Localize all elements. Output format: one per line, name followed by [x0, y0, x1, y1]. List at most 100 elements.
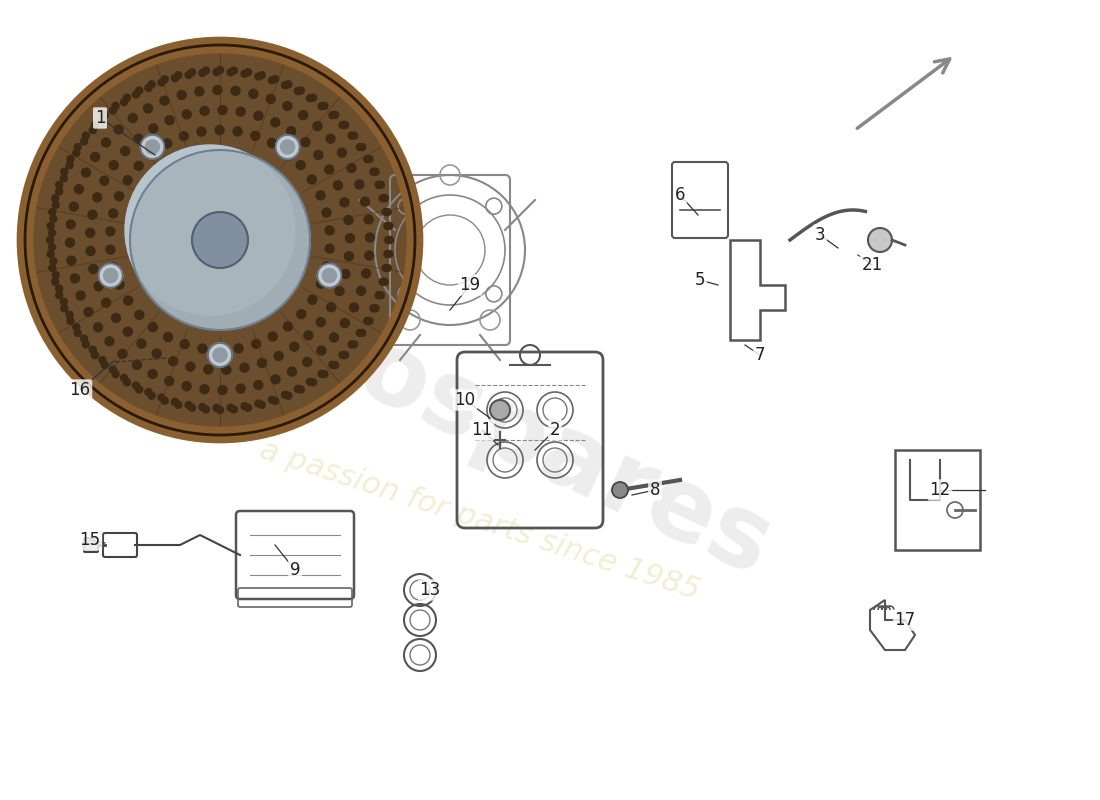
- Circle shape: [114, 192, 123, 201]
- Circle shape: [92, 193, 101, 202]
- Circle shape: [67, 256, 76, 265]
- Circle shape: [148, 81, 155, 88]
- Circle shape: [183, 110, 191, 119]
- Circle shape: [359, 330, 366, 337]
- Circle shape: [145, 85, 152, 91]
- Circle shape: [342, 352, 349, 358]
- Circle shape: [227, 404, 234, 411]
- Circle shape: [138, 339, 146, 348]
- Circle shape: [213, 348, 227, 362]
- Circle shape: [52, 271, 59, 278]
- Circle shape: [90, 153, 100, 162]
- Circle shape: [249, 90, 257, 98]
- Circle shape: [254, 381, 263, 390]
- Circle shape: [214, 126, 224, 134]
- Circle shape: [145, 140, 160, 154]
- Text: 11: 11: [472, 421, 493, 439]
- Circle shape: [60, 305, 68, 312]
- Circle shape: [382, 209, 389, 215]
- Text: 17: 17: [894, 611, 915, 629]
- Circle shape: [336, 286, 344, 296]
- Circle shape: [384, 250, 390, 258]
- Circle shape: [255, 73, 262, 80]
- Circle shape: [370, 305, 377, 312]
- Text: 13: 13: [419, 581, 441, 599]
- Circle shape: [56, 188, 63, 195]
- Circle shape: [314, 122, 322, 130]
- Circle shape: [356, 286, 365, 295]
- Circle shape: [81, 168, 90, 177]
- Circle shape: [285, 392, 292, 399]
- Circle shape: [251, 131, 260, 140]
- Circle shape: [66, 238, 75, 247]
- Text: a passion for parts since 1985: a passion for parts since 1985: [256, 435, 704, 605]
- Circle shape: [307, 378, 314, 386]
- Circle shape: [123, 94, 131, 101]
- Circle shape: [48, 265, 56, 271]
- Circle shape: [75, 185, 84, 194]
- Circle shape: [317, 346, 326, 355]
- Circle shape: [227, 69, 234, 76]
- Circle shape: [338, 148, 346, 158]
- Circle shape: [114, 125, 123, 134]
- Circle shape: [185, 402, 192, 409]
- Circle shape: [148, 124, 157, 133]
- Circle shape: [109, 209, 118, 218]
- Text: 8: 8: [650, 481, 660, 499]
- Circle shape: [868, 228, 892, 252]
- Circle shape: [84, 307, 92, 317]
- Circle shape: [135, 87, 143, 94]
- Circle shape: [384, 222, 390, 230]
- Circle shape: [295, 386, 301, 392]
- Circle shape: [195, 87, 204, 96]
- Circle shape: [345, 234, 354, 242]
- Circle shape: [106, 245, 114, 254]
- Circle shape: [298, 110, 308, 120]
- Text: 19: 19: [460, 276, 481, 294]
- Circle shape: [94, 282, 103, 290]
- Circle shape: [356, 143, 363, 150]
- Circle shape: [88, 210, 97, 219]
- Circle shape: [386, 237, 394, 243]
- Circle shape: [326, 244, 334, 253]
- Circle shape: [104, 337, 114, 346]
- Circle shape: [109, 263, 118, 272]
- Circle shape: [158, 79, 165, 86]
- Circle shape: [364, 155, 371, 162]
- Circle shape: [134, 134, 143, 143]
- Circle shape: [377, 292, 384, 298]
- FancyBboxPatch shape: [84, 538, 98, 552]
- Circle shape: [351, 132, 358, 139]
- Circle shape: [100, 176, 109, 185]
- Circle shape: [52, 202, 59, 209]
- Circle shape: [60, 168, 68, 175]
- Circle shape: [192, 212, 248, 268]
- Circle shape: [283, 148, 292, 158]
- Circle shape: [348, 163, 356, 173]
- Circle shape: [185, 71, 192, 78]
- Circle shape: [48, 209, 56, 215]
- Circle shape: [344, 215, 353, 225]
- Circle shape: [314, 150, 322, 159]
- Circle shape: [132, 360, 142, 370]
- Text: 7: 7: [755, 346, 766, 364]
- Circle shape: [52, 278, 58, 286]
- Circle shape: [359, 143, 366, 150]
- Circle shape: [47, 222, 54, 230]
- Circle shape: [333, 181, 342, 190]
- Circle shape: [60, 174, 67, 182]
- Circle shape: [168, 357, 177, 366]
- Circle shape: [309, 379, 317, 386]
- Circle shape: [366, 318, 373, 325]
- Text: 15: 15: [79, 531, 100, 549]
- Circle shape: [370, 168, 377, 175]
- Text: 1: 1: [95, 109, 106, 127]
- Circle shape: [134, 162, 143, 170]
- Circle shape: [318, 102, 326, 110]
- Circle shape: [82, 341, 89, 348]
- Circle shape: [307, 175, 317, 184]
- Circle shape: [331, 362, 339, 369]
- Circle shape: [112, 102, 119, 110]
- Circle shape: [202, 406, 209, 413]
- Circle shape: [318, 263, 341, 287]
